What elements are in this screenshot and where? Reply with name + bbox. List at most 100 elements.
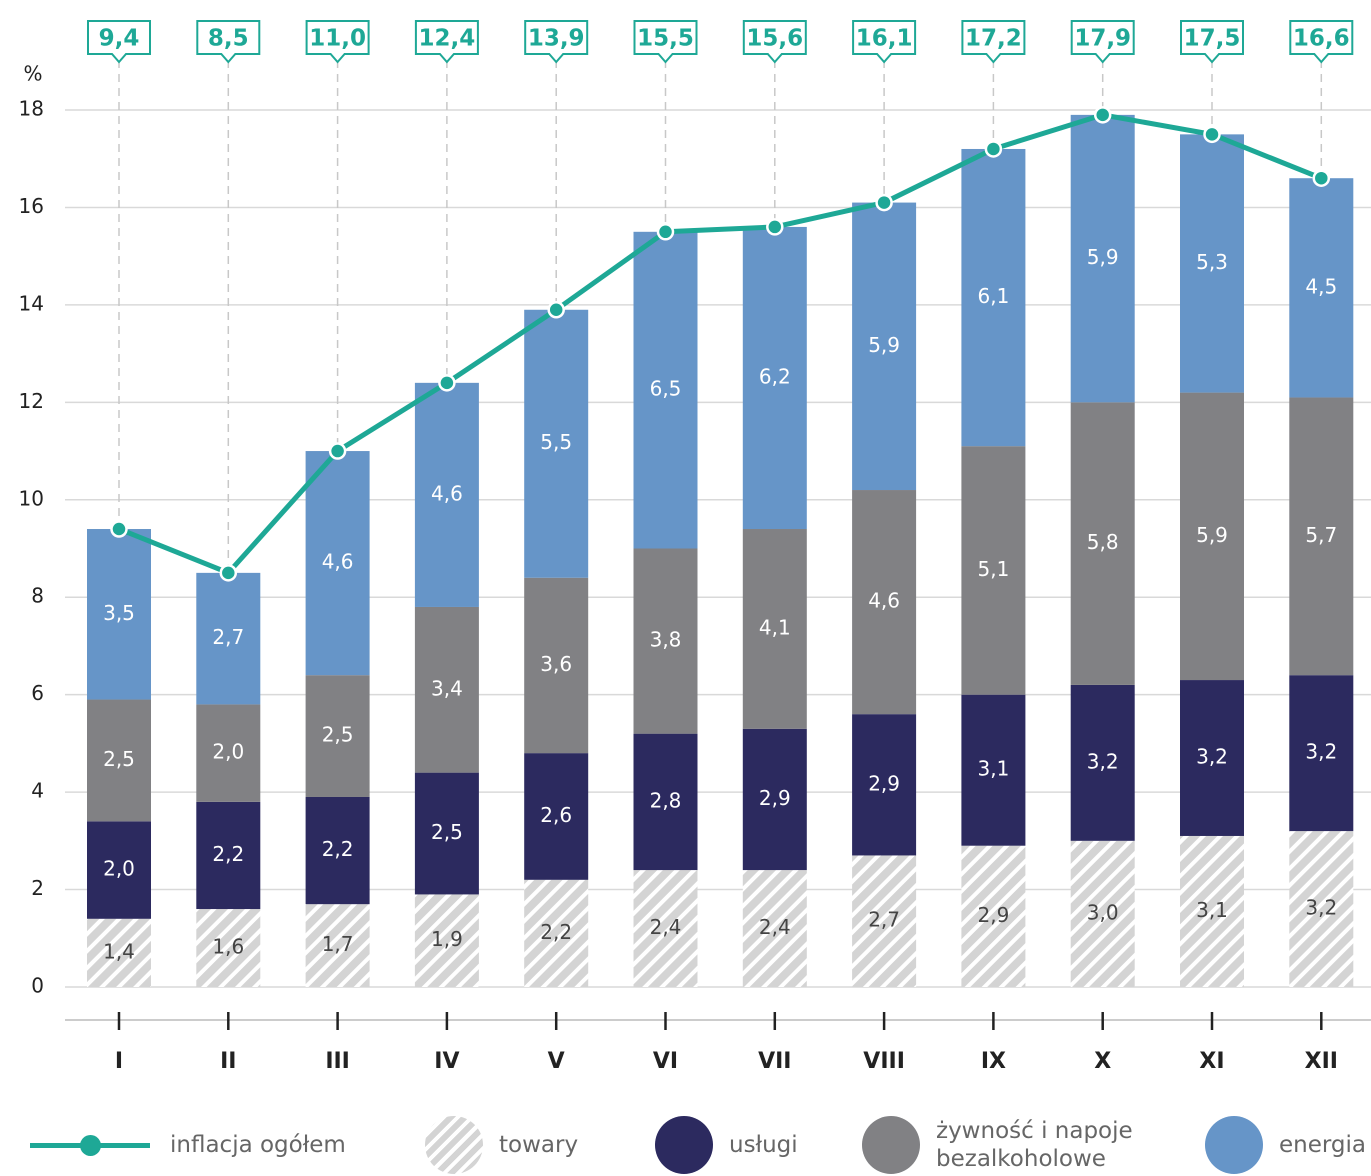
bar-value-label: 2,6 (540, 803, 572, 827)
line-point (1203, 125, 1221, 144)
value-box-label: 8,5 (208, 26, 249, 52)
line-point (328, 442, 347, 460)
bar-segment (1070, 684, 1135, 841)
y-tick-label: 18 (19, 97, 44, 121)
bar-segment (414, 772, 479, 895)
x-tick-label: III (325, 1049, 350, 1074)
bar-segment (87, 821, 151, 919)
bar-value-label: 3,2 (1305, 896, 1337, 920)
bar-segment (742, 728, 807, 871)
bar-segment (1180, 835, 1244, 987)
line-point (984, 140, 1003, 158)
y-tick-label: 0 (31, 974, 44, 998)
bar-segment (524, 753, 589, 880)
legend-label: usługi (729, 1132, 798, 1158)
bar-segment (633, 231, 698, 549)
bar-value-label: 2,0 (103, 857, 135, 881)
bar-value-label: 3,6 (540, 652, 572, 676)
line-point (219, 564, 238, 582)
x-tick-label: VII (758, 1049, 791, 1074)
y-tick-label: 10 (19, 486, 44, 510)
bar-segment (961, 148, 1026, 447)
bar-value-label: 5,9 (868, 333, 900, 357)
bar-value-label: 3,2 (1305, 740, 1337, 764)
legend-marker (30, 1134, 150, 1156)
bar-value-label: 2,5 (431, 820, 463, 844)
bar-value-label: 5,8 (1087, 530, 1119, 554)
bar-value-label: 1,9 (431, 927, 463, 951)
bar-value-label: 2,0 (212, 740, 244, 764)
bar-value-label: 2,2 (322, 837, 354, 861)
value-box-label: 16,6 (1293, 26, 1350, 52)
y-tick-label: 8 (31, 584, 44, 608)
value-box (414, 20, 479, 64)
bar-segment (414, 606, 479, 773)
bar-segment (1180, 134, 1244, 393)
y-tick-label: 14 (19, 291, 44, 315)
legend-item: żywność i napoje bezalkoholowe (862, 1116, 1166, 1174)
bar-segment (1289, 675, 1354, 832)
bar-segment (87, 699, 151, 822)
bar-segment (961, 446, 1026, 695)
bar-value-label: 5,7 (1305, 523, 1337, 547)
value-box (1180, 20, 1244, 64)
bar-segment (1070, 840, 1135, 987)
bar-segment (742, 870, 807, 987)
bar-value-label: 4,5 (1305, 274, 1337, 298)
bar-value-label: 6,1 (977, 284, 1009, 308)
bar-value-label: 2,9 (977, 903, 1009, 927)
bar-value-label: 3,2 (1087, 749, 1119, 773)
legend-label: żywność i napoje bezalkoholowe (936, 1118, 1133, 1172)
bar-segment (1070, 402, 1135, 685)
value-box (633, 20, 698, 64)
value-box-label: 11,0 (309, 26, 366, 52)
bar-segment (524, 309, 589, 578)
x-tick-label: IV (434, 1049, 459, 1074)
bar-segment (633, 870, 698, 987)
bar-segment (414, 894, 479, 987)
bar-value-label: 5,3 (1196, 250, 1228, 274)
bar-value-label: 4,6 (322, 550, 354, 574)
bar-segment (961, 694, 1026, 846)
bar-segment (1180, 680, 1244, 836)
legend-label: inflacja ogółem (170, 1132, 346, 1158)
value-box (305, 20, 370, 64)
chart: % 0 2 4 6 8 10 12 14 16 18 1,4 1,6 1,7 1,9 2,2 2,4 2,4 2,… (19, 20, 1371, 1074)
bar-value-label: 6,2 (759, 364, 791, 388)
bar-value-label: 3,0 (1087, 900, 1119, 924)
line-point (656, 223, 675, 241)
bar-value-label: 6,5 (650, 377, 682, 401)
bar-value-label: 3,2 (1196, 745, 1228, 769)
bar-value-label: 2,5 (103, 747, 135, 771)
bar-segment (852, 714, 917, 856)
bar-value-label: 2,9 (868, 771, 900, 795)
bar-segment (196, 704, 261, 802)
value-box (1070, 20, 1135, 64)
bar-segment (742, 529, 807, 729)
y-tick-label: 12 (19, 389, 44, 413)
legend-label: energia (1279, 1132, 1367, 1158)
bar-segment (852, 490, 917, 715)
bar-value-label: 1,6 (212, 935, 244, 959)
bar-value-label: 2,7 (868, 908, 900, 932)
bar-segment (633, 548, 698, 734)
value-box-label: 17,5 (1184, 26, 1241, 52)
legend-marker (425, 1116, 483, 1174)
bar-segment (1289, 831, 1354, 987)
bar-value-label: 5,1 (977, 557, 1009, 581)
bar-segment (524, 577, 589, 754)
bar-value-label: 2,7 (212, 625, 244, 649)
bar-value-label: 4,6 (868, 589, 900, 613)
bar-value-label: 5,9 (1196, 523, 1228, 547)
bar-segment (1289, 178, 1354, 398)
line-point (766, 218, 784, 236)
bar-labels: 1,4 1,6 1,7 1,9 2,2 2,4 2,4 2,7 2,9 3,0 3,1 3,2 2,0 2… (103, 245, 1337, 963)
bar-value-label: 3,4 (431, 676, 463, 700)
x-tick-label: I (115, 1049, 123, 1074)
bar-value-label: 2,4 (759, 915, 791, 939)
bar-value-label: 1,7 (322, 932, 354, 956)
bar-segment (196, 572, 261, 705)
value-box-label: 17,9 (1074, 26, 1131, 52)
y-tick-label: 4 (31, 779, 44, 803)
